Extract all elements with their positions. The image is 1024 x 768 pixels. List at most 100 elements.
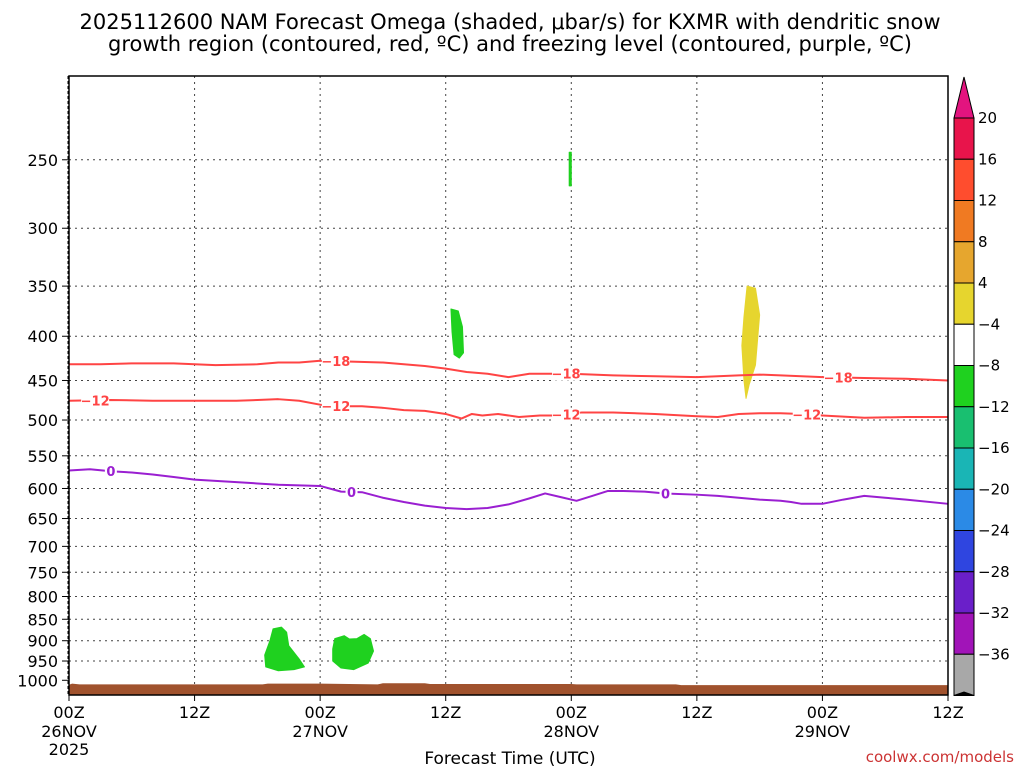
x-tick-label: 12Z [430,703,461,722]
colorbar-label: 8 [978,233,988,251]
colorbar-swatch [953,282,975,325]
y-tick-label: 750 [27,563,58,582]
colorbar-swatch [953,200,975,243]
chart-title-line1: 2025112600 NAM Forecast Omega (shaded, μ… [79,10,940,34]
x-tick-label: 00Z [556,703,587,722]
omega-region [450,308,465,359]
contour-label: −12 [552,409,581,424]
x-tick-label: 12Z [681,703,712,722]
colorbar-label: −32 [978,604,1010,622]
colorbar-swatch [953,653,975,696]
colorbar-label: −4 [978,315,1000,333]
x-date-label: 27NOV [292,722,348,741]
x-tick-label: 00Z [807,703,838,722]
y-tick-label: 800 [27,587,58,606]
x-axis-label: Forecast Time (UTC) [424,749,595,768]
colorbar-label: −36 [978,645,1010,663]
x-tick-label: 12Z [932,703,963,722]
contour-label-bg [104,464,117,479]
contour-layer: −18 −18 −18 −12 −12 −12 −12 0 0 0 [68,354,949,511]
colorbar-swatch [953,365,975,408]
x-tick-label: 00Z [304,703,335,722]
contour-line--18 [69,359,949,382]
colorbar-label: 12 [978,192,997,210]
x-date-label: 28NOV [543,722,599,741]
colorbar-swatch [953,530,975,573]
y-axis: 250 300 350 400 450 500 550 600 650 700 750 800 850 9… [17,151,69,690]
colorbar-swatch [953,241,975,284]
contour-label: 0 [106,465,115,480]
contour-label: −18 [321,355,350,370]
colorbar-bottom-arrow [953,691,975,696]
terrain-fill [69,683,948,695]
x-date-label: 29NOV [795,722,851,741]
y-tick-label: 300 [27,219,58,238]
colorbar-swatch [953,571,975,614]
y-tick-label: 650 [27,510,58,529]
contour-label: −18 [824,371,853,386]
y-tick-label: 400 [27,327,58,346]
colorbar-swatch [953,406,975,449]
colorbar: 20 16 12 8 4 −4 −8 −12 −16 −20 −24 −28 −32 −36 [953,76,1010,696]
terrain-layer [69,683,948,695]
contour-label-bg [659,486,672,501]
colorbar-swatch [953,323,975,366]
contour-label-bg [552,366,581,381]
y-tick-label: 250 [27,151,58,170]
y-tick-label: 600 [27,479,58,498]
y-tick-label: 450 [27,371,58,390]
chart-title-line2: growth region (contoured, red, ºC) and f… [108,32,912,56]
contour-line-0 [68,468,949,511]
contour-label: 0 [661,487,670,502]
contour-label: −12 [792,408,821,423]
x-tick-label: 12Z [179,703,210,722]
contour-label-bg [321,354,350,369]
gridlines [69,76,948,695]
contour-label-bg [552,407,581,422]
contour-label-bg [321,398,350,413]
colorbar-label: −20 [978,480,1010,498]
plot-frame [68,75,949,696]
contour-label: 0 [347,486,356,501]
contour-label-bg [81,393,110,408]
omega-region [332,633,375,671]
y-tick-label: 500 [27,411,58,430]
contour-line--12 [68,398,948,420]
y-tick-label: 350 [27,277,58,296]
y-tick-label: 700 [27,537,58,556]
credit-label: coolwx.com/models [866,748,1014,766]
colorbar-label: −28 [978,563,1010,581]
colorbar-label: 4 [978,274,988,292]
y-tick-label: 950 [27,652,58,671]
colorbar-swatch [953,488,975,531]
x-tick-label: 00Z [53,703,84,722]
colorbar-swatch [953,158,975,201]
x-year-label: 2025 [49,740,90,759]
y-tick-label: 550 [27,447,58,466]
y-tick-label: 1000 [17,671,58,690]
colorbar-label: 20 [978,109,997,127]
y-tick-label: 850 [27,610,58,629]
omega-region [264,626,305,672]
omega-region [568,151,572,187]
colorbar-label: −8 [978,357,1000,375]
contour-label-bg [345,484,358,499]
y-tick-label: 900 [27,632,58,651]
colorbar-top-arrow [953,76,975,119]
colorbar-swatch [953,447,975,490]
omega-shading-layer [264,151,761,672]
omega-region [741,285,761,399]
colorbar-label: −24 [978,522,1010,540]
x-date-label: 26NOV [41,722,97,741]
contour-label-bg [792,407,821,422]
colorbar-swatch [953,117,975,160]
contour-label-bg [824,370,853,385]
colorbar-label: −12 [978,398,1010,416]
contour-label: −12 [321,400,350,415]
colorbar-label: −16 [978,439,1010,457]
colorbar-label: 16 [978,150,997,168]
contour-label: −18 [552,368,581,383]
contour-label: −12 [81,394,110,409]
